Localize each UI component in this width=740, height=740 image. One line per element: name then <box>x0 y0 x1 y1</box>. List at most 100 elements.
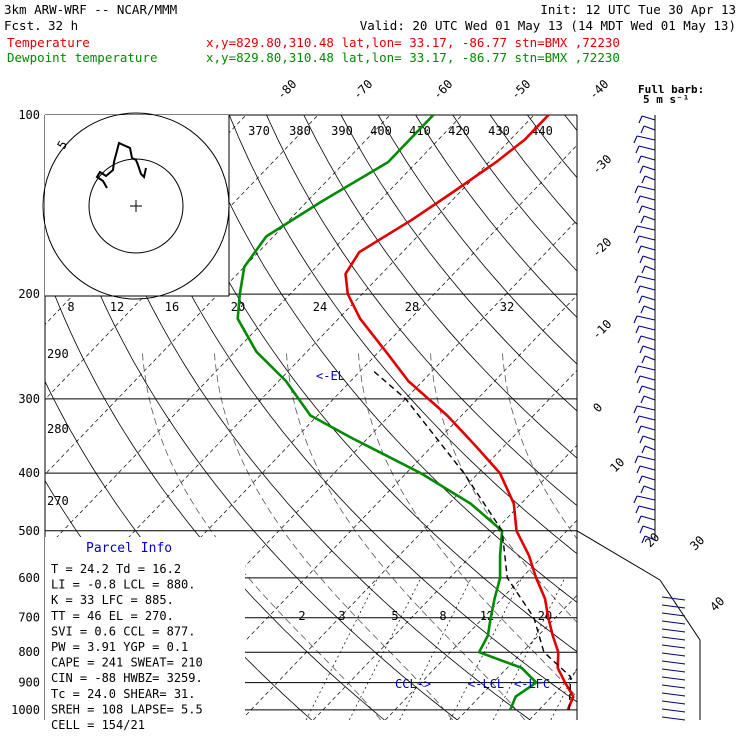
wind-barb <box>644 445 656 451</box>
hodograph-trace <box>95 141 147 189</box>
temperature-legend-label: Temperature <box>7 35 90 50</box>
wind-barb-flag <box>639 525 644 534</box>
parcel-info-row: Tc = 24.0 SHEAR= 31. <box>51 687 196 701</box>
dry-adiabat-line <box>117 115 577 703</box>
dry-adiabat-line <box>340 115 577 412</box>
wind-barb <box>644 175 656 181</box>
hodo-speed-label: 12 <box>110 300 124 314</box>
wind-barb <box>661 628 686 633</box>
pressure-label-800: 800 <box>18 645 40 659</box>
theta-label: 380 <box>289 124 311 138</box>
wind-barb <box>661 644 686 649</box>
wind-barb-flag <box>635 505 640 514</box>
wind-barb <box>640 425 656 431</box>
mixing-ratio-line <box>399 577 472 720</box>
wind-barb-flag <box>636 465 641 474</box>
hodograph: 5 <box>42 112 230 300</box>
wind-barb-flag <box>636 195 641 204</box>
isotherm-label: -60 <box>430 77 455 102</box>
pressure-label-1000: 1000 <box>11 703 40 717</box>
parcel-info-row: CELL = 154/21 <box>51 718 145 732</box>
pressure-label-400: 400 <box>18 466 40 480</box>
dry-adiabat-line <box>45 123 458 720</box>
pressure-axis-labels: 100 200 300 400 500 600 700 800 900 1000 <box>11 108 40 717</box>
wind-barb <box>643 215 656 221</box>
theta-label: 390 <box>331 124 353 138</box>
parcel-info-row: SREH = 108 LAPSE= 5.5 <box>51 702 203 716</box>
isotherm-label: -30 <box>589 152 614 177</box>
wind-barb <box>661 604 686 609</box>
fcst-value: 32 h <box>48 18 78 33</box>
parcel-info-panel: Parcel Info T = 24.2 Td = 16.2 LI = -0.8 … <box>45 537 245 732</box>
moist-adiabat-line <box>142 351 382 720</box>
temperature-legend-info: x,y=829.80,310.48 lat,lon= 33.17, -86.77… <box>206 35 620 50</box>
isotherm-label: -50 <box>508 77 533 102</box>
init-time: Init: 12 UTC Tue 30 Apr 13 <box>540 2 736 17</box>
wind-barb-flag <box>641 535 646 544</box>
wind-barb <box>638 235 656 241</box>
marker-label: <-LFC <box>514 677 550 691</box>
pressure-label-700: 700 <box>18 611 40 625</box>
wind-barb <box>640 515 656 521</box>
wind-barb-flag <box>637 245 642 254</box>
wind-barb-flag <box>640 305 645 314</box>
hodo-speed-label: 28 <box>405 300 419 314</box>
fcst-label: Fcst. <box>4 18 42 33</box>
dry-adiabat-line <box>266 115 577 507</box>
wind-barb <box>638 415 656 421</box>
wind-barb <box>661 676 686 681</box>
wind-barb <box>636 135 656 141</box>
parcel-info-row: CIN = -88 HWBZ= 3259. <box>51 671 203 685</box>
isotherm-line <box>385 519 577 720</box>
wind-barb <box>640 335 656 341</box>
theta-side-label: 270 <box>47 494 69 508</box>
wind-barb <box>639 285 656 291</box>
dry-adiabat-line <box>228 115 577 555</box>
isotherm-line <box>601 115 740 720</box>
dewpoint-line <box>236 115 538 711</box>
dry-adiabat-line <box>415 115 577 319</box>
wind-barb <box>661 692 686 697</box>
mixing-ratio-line <box>449 577 523 720</box>
wind-barb <box>661 668 686 673</box>
parcel-line <box>373 371 572 710</box>
dewpoint-legend-info: x,y=829.80,310.48 lat,lon= 33.17, -86.77… <box>206 50 620 65</box>
moist-adiabat-line <box>502 351 577 540</box>
wind-barb <box>638 505 656 511</box>
wind-barb-flag <box>641 355 646 364</box>
mixing-ratio-line <box>492 577 566 720</box>
mixing-ratio-label: 3 <box>338 609 345 623</box>
wind-barb <box>644 355 656 361</box>
wind-barb <box>661 636 686 641</box>
isotherm-label: 40 <box>707 594 727 614</box>
parcel-info-row: TT = 46 EL = 270. <box>51 609 174 623</box>
theta-label: 370 <box>248 124 270 138</box>
wind-barb-flag <box>634 455 639 464</box>
wind-barb-flag <box>641 445 646 454</box>
mixing-ratio-label: 5 <box>391 609 398 623</box>
wind-barb-flag <box>636 375 641 384</box>
pressure-label-200: 200 <box>18 287 40 301</box>
wind-barb <box>637 365 656 371</box>
pressure-label-600: 600 <box>18 571 40 585</box>
wind-barb <box>661 652 686 657</box>
moist-adiabat-line <box>286 351 526 720</box>
mixing-ratio-label: 8 <box>439 609 446 623</box>
mixing-ratio-line <box>348 577 422 720</box>
theta-label: 430 <box>488 124 510 138</box>
isotherm-label: -40 <box>586 77 611 102</box>
isotherm-label: 0 <box>590 400 605 415</box>
wind-barb <box>636 315 656 321</box>
dry-adiabat-line <box>154 115 577 653</box>
parcel-info-title: Parcel Info <box>86 541 172 556</box>
theta-label: 400 <box>370 124 392 138</box>
wind-barb-flag <box>635 415 640 424</box>
wind-barb <box>661 700 686 705</box>
parcel-info-row: PW = 3.91 YGP = 0.1 <box>51 640 188 654</box>
theta-label: 420 <box>448 124 470 138</box>
wind-barb-flag <box>635 145 640 154</box>
wind-barb <box>636 495 656 501</box>
wind-barb-flag <box>633 315 638 324</box>
wind-barb-flag <box>638 385 643 394</box>
marker-label: <-LCL <box>468 677 504 691</box>
